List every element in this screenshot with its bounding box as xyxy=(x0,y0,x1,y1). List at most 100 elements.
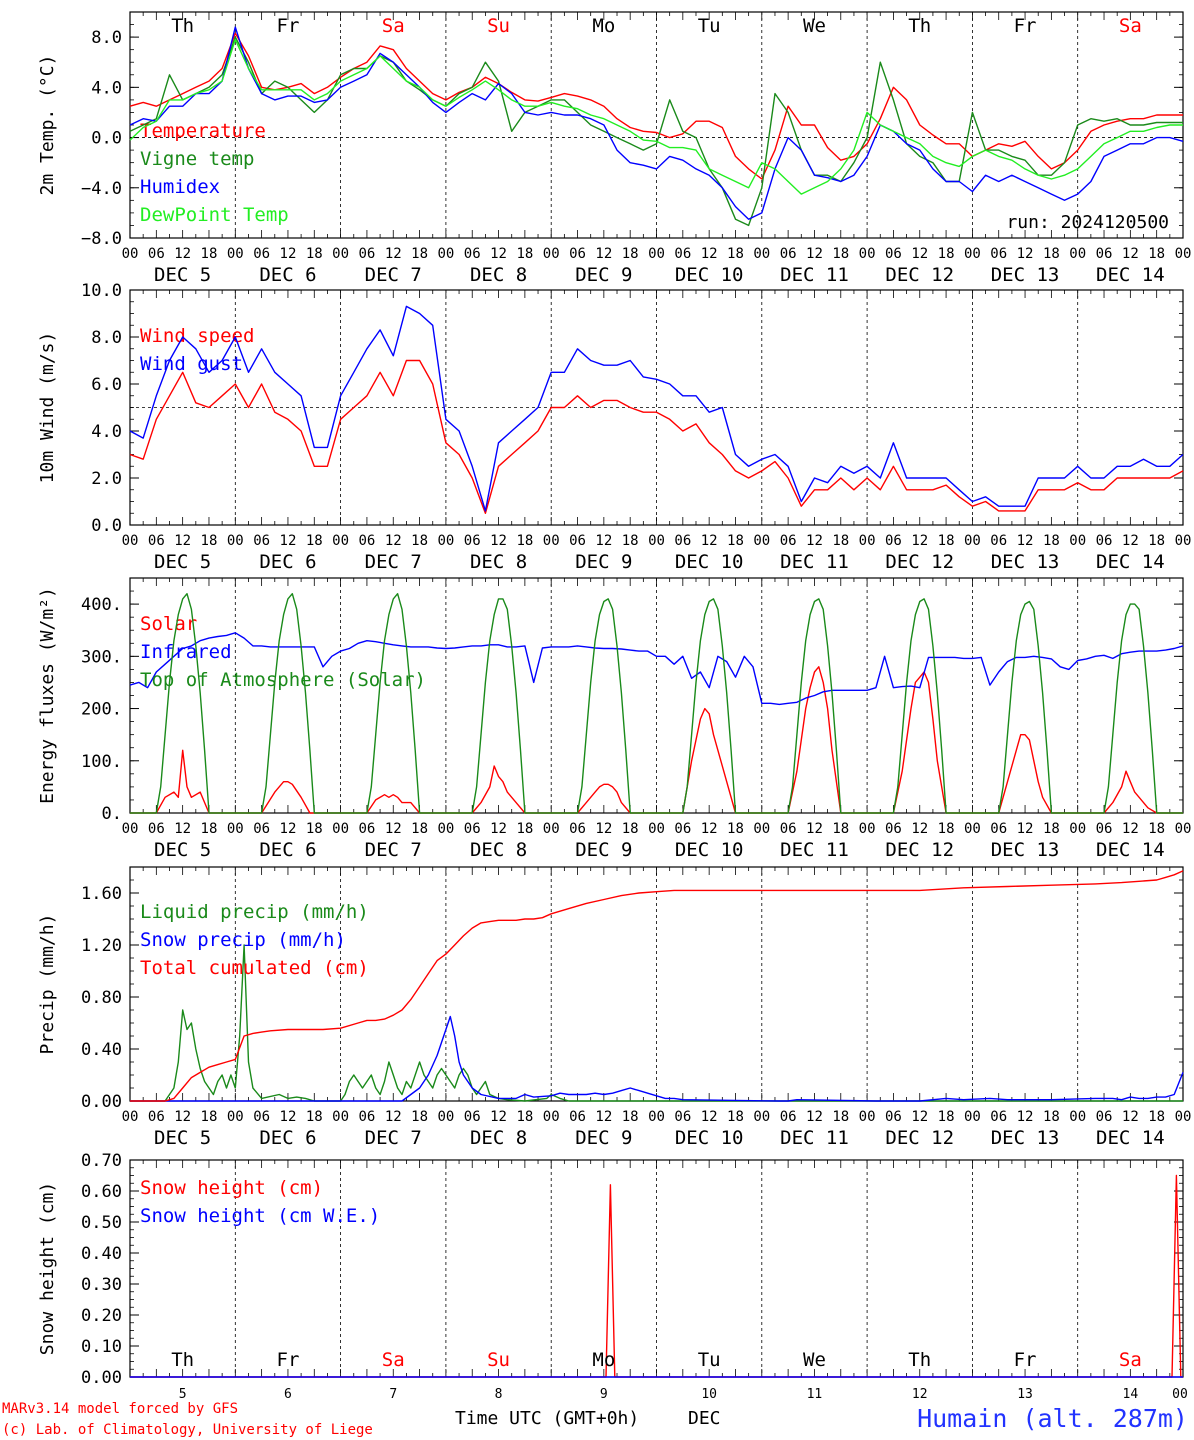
hour-tick-label: 12 xyxy=(701,1109,718,1125)
date-label: DEC 6 xyxy=(259,264,316,286)
date-label: DEC 10 xyxy=(675,839,744,861)
legend-entry: Snow precip (mm/h) xyxy=(140,929,346,951)
y-tick-label: 8.0 xyxy=(91,328,122,348)
hour-tick-label: 18 xyxy=(727,533,744,549)
hour-tick-label: 00 xyxy=(332,246,349,262)
hour-tick-label: 18 xyxy=(1148,821,1165,837)
hour-tick-label: 12 xyxy=(806,246,823,262)
hour-tick-label: 12 xyxy=(1017,821,1034,837)
legend-entry: Infrared xyxy=(140,641,232,663)
hour-tick-label: 00 xyxy=(1069,533,1086,549)
panel-energy: 0. 100. 200. 300. 400. Energy fluxes (W/m²) So… xyxy=(37,577,1192,861)
hour-tick-label: 06 xyxy=(253,246,270,262)
hour-tick-label: 18 xyxy=(306,246,323,262)
y-tick-label: 0.10 xyxy=(81,1337,122,1357)
date-label: DEC 13 xyxy=(991,1127,1060,1149)
hour-tick-label: 00 xyxy=(227,1109,244,1125)
hour-tick-label: 18 xyxy=(727,246,744,262)
hour-tick-label: 00 xyxy=(437,533,454,549)
hour-tick-label: 18 xyxy=(516,821,533,837)
y-tick-label: 0. xyxy=(102,804,122,824)
hour-tick-label: 06 xyxy=(358,821,375,837)
hour-tick-label: 00 xyxy=(964,533,981,549)
date-label: DEC 10 xyxy=(675,264,744,286)
hour-tick-label: 06 xyxy=(569,533,586,549)
legend-entry: Wind speed xyxy=(140,325,254,347)
hour-tick-label: 06 xyxy=(990,1109,1007,1125)
hour-tick-label: 06 xyxy=(885,246,902,262)
hour-tick-label: 18 xyxy=(938,246,955,262)
day-name-label: Fr xyxy=(1014,15,1037,37)
bottom-day-number: 5 xyxy=(179,1387,187,1402)
hour-tick-label: 06 xyxy=(780,246,797,262)
x-axis-label: Time UTC (GMT+0h) xyxy=(455,1408,639,1429)
hour-tick-label: 18 xyxy=(1148,533,1165,549)
y-tick-label: 0.0 xyxy=(91,516,122,536)
y-tick-label: −4.0 xyxy=(81,179,122,199)
hour-tick-label: 12 xyxy=(595,246,612,262)
hour-tick-label: 06 xyxy=(464,246,481,262)
hour-tick-label: 00 xyxy=(122,1109,139,1125)
hour-tick-label: 00 xyxy=(1175,1109,1192,1125)
day-name-label: Sa xyxy=(1119,1349,1142,1371)
hour-tick-label: 00 xyxy=(227,821,244,837)
hour-tick-label: 18 xyxy=(306,1109,323,1125)
hour-tick-label: 18 xyxy=(832,1109,849,1125)
date-label: DEC 14 xyxy=(1096,551,1165,573)
hour-tick-label: 12 xyxy=(701,246,718,262)
y-tick-label: 200. xyxy=(81,700,122,720)
hour-tick-label: 06 xyxy=(1096,1109,1113,1125)
series-line-total-cumulated-cm- xyxy=(130,870,1184,1102)
series-line-wind-speed xyxy=(129,359,1184,514)
y-tick-label: 1.20 xyxy=(81,936,122,956)
hour-tick-label: 06 xyxy=(780,821,797,837)
date-label: DEC 6 xyxy=(259,839,316,861)
legend-entry: Humidex xyxy=(140,176,220,198)
date-label: DEC 7 xyxy=(365,839,422,861)
y-tick-label: 0.40 xyxy=(81,1040,122,1060)
hour-tick-label: 12 xyxy=(1122,533,1139,549)
hour-tick-label: 18 xyxy=(306,533,323,549)
series-line-solar xyxy=(130,666,1183,814)
y-tick-label: 0.40 xyxy=(81,1244,122,1264)
hour-tick-label: 06 xyxy=(1096,821,1113,837)
bottom-day-number: 10 xyxy=(701,1387,717,1402)
day-name-label: Mo xyxy=(592,15,615,37)
date-label: DEC 7 xyxy=(365,1127,422,1149)
hour-tick-label: 12 xyxy=(385,246,402,262)
hour-tick-label: 06 xyxy=(990,533,1007,549)
hour-tick-label: 18 xyxy=(411,821,428,837)
hour-tick-label: 18 xyxy=(622,1109,639,1125)
date-label: DEC 10 xyxy=(675,551,744,573)
y-tick-label: 8.0 xyxy=(91,28,122,48)
hour-tick-label: 06 xyxy=(674,821,691,837)
day-name-label: Sa xyxy=(1119,15,1142,37)
hour-tick-label: 00 xyxy=(1175,821,1192,837)
hour-tick-label: 06 xyxy=(253,821,270,837)
hour-tick-label: 00 xyxy=(1069,246,1086,262)
month-label: DEC xyxy=(688,1408,721,1429)
hour-tick-label: 06 xyxy=(780,533,797,549)
hour-tick-label: 06 xyxy=(990,246,1007,262)
hour-tick-label: 06 xyxy=(148,1109,165,1125)
day-name-label: Th xyxy=(908,15,931,37)
hour-tick-label: 00 xyxy=(122,533,139,549)
date-label: DEC 8 xyxy=(470,551,527,573)
bottom-day-number: 13 xyxy=(1017,1387,1033,1402)
hour-tick-label: 12 xyxy=(806,533,823,549)
hour-tick-label: 00 xyxy=(1175,246,1192,262)
y-axis-label: Snow height (cm) xyxy=(37,1182,58,1355)
y-tick-label: 4.0 xyxy=(91,78,122,98)
hour-tick-label: 06 xyxy=(990,821,1007,837)
hour-tick-label: 00 xyxy=(648,246,665,262)
date-label: DEC 10 xyxy=(675,1127,744,1149)
y-tick-label: 4.0 xyxy=(91,422,122,442)
hour-tick-label: 00 xyxy=(753,1109,770,1125)
y-axis-label: Energy fluxes (W/m²) xyxy=(37,587,58,804)
hour-tick-label: 06 xyxy=(569,821,586,837)
bottom-day-number: 6 xyxy=(284,1387,292,1402)
hour-tick-label: 00 xyxy=(543,246,560,262)
hour-tick-label: 00 xyxy=(753,246,770,262)
hour-tick-label: 00 xyxy=(964,1109,981,1125)
hour-tick-label: 18 xyxy=(1043,533,1060,549)
